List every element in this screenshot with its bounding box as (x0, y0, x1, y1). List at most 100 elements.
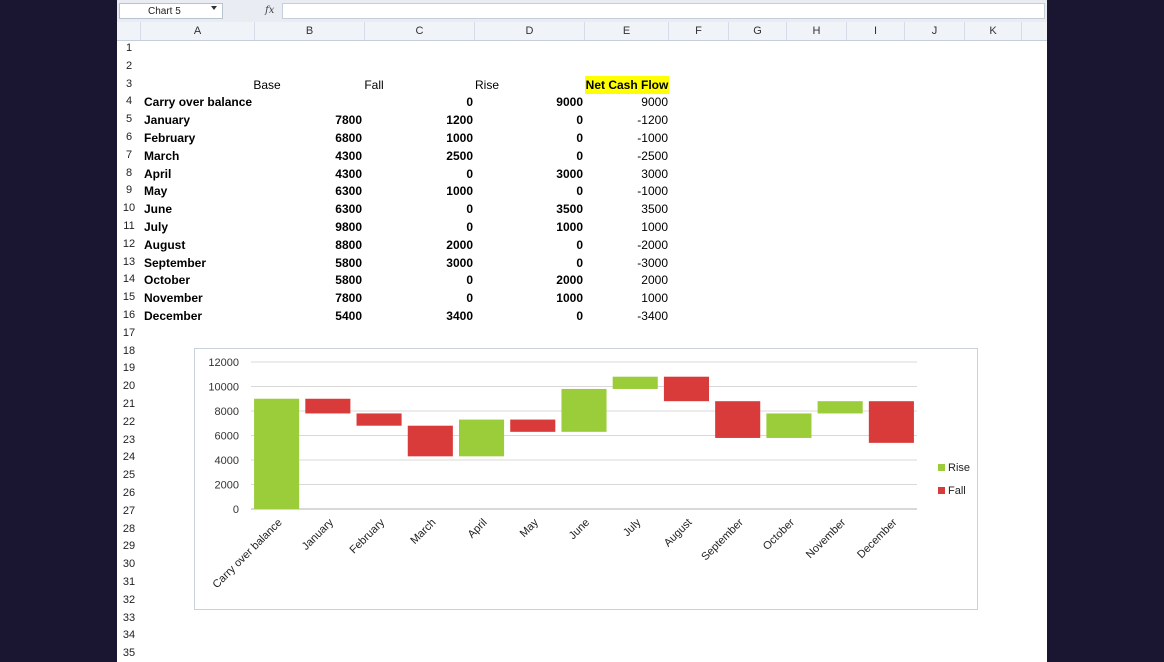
chevron-down-icon[interactable] (211, 6, 217, 10)
cell-base[interactable]: 6300 (335, 184, 362, 199)
row-header-17[interactable]: 17 (122, 326, 136, 339)
cell-label[interactable]: October (144, 273, 191, 288)
column-header-b[interactable]: B (255, 22, 365, 40)
row-header-32[interactable]: 32 (122, 593, 136, 606)
cell-rise[interactable]: 0 (576, 309, 583, 323)
cell-net[interactable]: -2000 (637, 237, 668, 252)
cell-net[interactable]: -3000 (637, 255, 668, 270)
cell-net[interactable]: 9000 (641, 95, 668, 110)
row-header-23[interactable]: 23 (122, 433, 136, 446)
cell-fall[interactable]: 1000 (446, 131, 473, 145)
row-header-34[interactable]: 34 (122, 629, 136, 642)
cell-base[interactable]: 5800 (335, 273, 362, 288)
cell-label[interactable]: December (144, 309, 203, 323)
column-header-e[interactable]: E (585, 22, 669, 40)
cell-base[interactable]: 4300 (335, 166, 362, 181)
cell-base[interactable]: 6800 (335, 131, 362, 145)
header-rise[interactable]: Rise (474, 78, 499, 92)
cell-base[interactable]: 5400 (335, 309, 362, 323)
row-header-2[interactable]: 2 (125, 59, 133, 72)
cell-fall[interactable]: 0 (466, 273, 473, 288)
column-header-h[interactable]: H (787, 22, 847, 40)
select-all-corner[interactable] (117, 22, 141, 40)
cell-rise[interactable]: 0 (576, 113, 583, 128)
cell-fall[interactable]: 3400 (446, 309, 473, 323)
column-header-a[interactable]: A (141, 22, 255, 40)
cell-rise[interactable]: 0 (576, 131, 583, 145)
row-header-31[interactable]: 31 (122, 576, 136, 588)
column-header-f[interactable]: F (669, 22, 729, 40)
cell-rise[interactable]: 9000 (556, 95, 583, 110)
row-header-6[interactable]: 6 (125, 131, 133, 143)
column-header-k[interactable]: K (965, 22, 1022, 40)
row-header-9[interactable]: 9 (125, 184, 133, 197)
row-header-21[interactable]: 21 (122, 398, 136, 410)
cell-net[interactable]: 1000 (641, 291, 668, 306)
cell-label[interactable]: November (144, 291, 203, 306)
cell-rise[interactable]: 0 (576, 237, 583, 252)
cell-rise[interactable]: 0 (576, 184, 583, 199)
cell-rise[interactable]: 3500 (556, 202, 583, 217)
cell-rise[interactable]: 1000 (556, 220, 583, 234)
row-header-5[interactable]: 5 (125, 113, 133, 126)
column-header-c[interactable]: C (365, 22, 475, 40)
cell-net[interactable]: 3500 (641, 202, 668, 217)
row-header-12[interactable]: 12 (122, 237, 136, 250)
cell-base[interactable]: 7800 (335, 291, 362, 306)
row-header-33[interactable]: 33 (122, 611, 136, 624)
row-header-14[interactable]: 14 (122, 273, 136, 286)
row-header-11[interactable]: 11 (123, 220, 135, 232)
row-header-15[interactable]: 15 (122, 291, 136, 304)
cell-rise[interactable]: 1000 (556, 291, 583, 306)
cell-label[interactable]: Carry over balance (144, 95, 253, 110)
row-header-10[interactable]: 10 (122, 202, 136, 215)
cell-fall[interactable]: 1200 (446, 113, 473, 128)
cell-fall[interactable]: 2000 (446, 237, 473, 252)
column-header-g[interactable]: G (729, 22, 787, 40)
cell-fall[interactable]: 1000 (446, 184, 473, 199)
row-header-20[interactable]: 20 (122, 380, 136, 393)
cell-net[interactable]: -1000 (637, 131, 668, 145)
row-header-35[interactable]: 35 (122, 647, 136, 660)
cell-rise[interactable]: 2000 (556, 273, 583, 288)
cell-base[interactable]: 7800 (335, 113, 362, 128)
cell-base[interactable]: 9800 (335, 220, 362, 234)
cell-rise[interactable]: 3000 (556, 166, 583, 181)
cell-fall[interactable]: 2500 (446, 148, 473, 163)
row-header-29[interactable]: 29 (122, 540, 136, 553)
cell-net[interactable]: -1000 (637, 184, 668, 199)
cell-fall[interactable]: 0 (466, 220, 473, 234)
column-header-j[interactable]: J (905, 22, 965, 40)
cell-label[interactable]: May (144, 184, 168, 199)
header-net-cash-flow[interactable]: Net Cash Flow (585, 76, 669, 94)
column-header-i[interactable]: I (847, 22, 905, 40)
row-header-28[interactable]: 28 (122, 522, 136, 535)
row-header-26[interactable]: 26 (122, 487, 136, 499)
cell-fall[interactable]: 0 (466, 166, 473, 181)
formula-input[interactable] (282, 3, 1045, 19)
header-fall[interactable]: Fall (364, 78, 384, 92)
cell-label[interactable]: January (144, 113, 191, 128)
cell-net[interactable]: 3000 (641, 166, 668, 181)
row-header-25[interactable]: 25 (122, 469, 136, 482)
cell-fall[interactable]: 3000 (446, 255, 473, 270)
name-box[interactable]: Chart 5 (119, 3, 223, 19)
row-header-30[interactable]: 30 (122, 558, 136, 571)
cell-label[interactable]: April (144, 166, 172, 181)
cell-label[interactable]: August (144, 237, 186, 252)
row-header-24[interactable]: 24 (122, 451, 136, 464)
waterfall-chart[interactable]: 0 2000 4000 6000 8000 10000 12000 Carry over ba… (194, 348, 978, 610)
cell-label[interactable]: June (144, 202, 173, 217)
cell-label[interactable]: September (144, 255, 207, 270)
row-header-4[interactable]: 4 (125, 95, 133, 108)
row-header-3[interactable]: 3 (125, 77, 133, 90)
cell-net[interactable]: 2000 (641, 273, 668, 288)
cell-net[interactable]: -2500 (637, 148, 668, 163)
row-header-19[interactable]: 19 (122, 362, 136, 375)
cell-net[interactable]: 1000 (641, 220, 668, 234)
cell-net[interactable]: -3400 (637, 309, 668, 323)
cell-base[interactable]: 5800 (335, 255, 362, 270)
function-icon[interactable]: fx (265, 5, 275, 16)
cell-base[interactable]: 8800 (335, 237, 362, 252)
column-header-d[interactable]: D (475, 22, 585, 40)
